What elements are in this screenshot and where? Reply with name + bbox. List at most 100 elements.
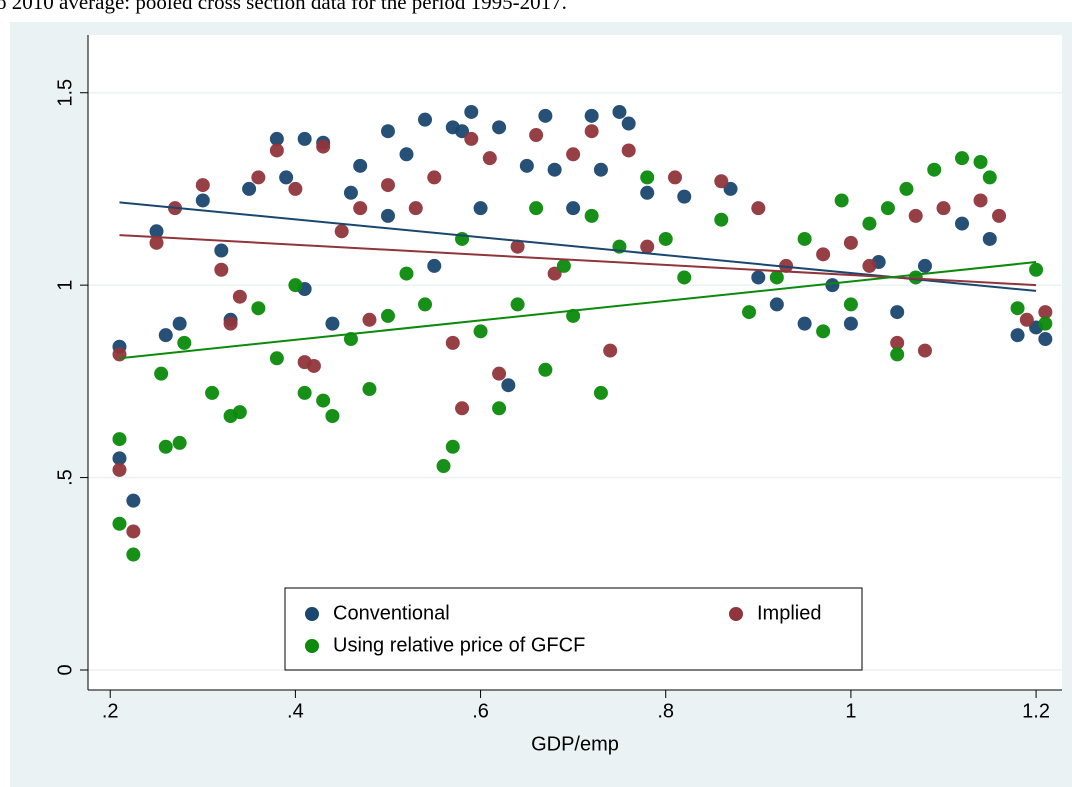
point <box>492 366 507 381</box>
point <box>834 193 849 208</box>
point <box>612 104 627 119</box>
point <box>667 170 682 185</box>
point <box>427 258 442 273</box>
point <box>158 439 173 454</box>
point <box>149 224 164 239</box>
legend-marker <box>305 607 319 621</box>
point <box>843 297 858 312</box>
x-tick-label: .6 <box>472 700 489 722</box>
point <box>418 112 433 127</box>
y-tick-label: .5 <box>54 469 76 486</box>
fit-line <box>119 261 1037 360</box>
point <box>232 405 247 420</box>
x-tick-label: .2 <box>102 700 119 722</box>
point <box>126 524 141 539</box>
point <box>205 385 220 400</box>
point <box>677 270 692 285</box>
point <box>445 439 460 454</box>
point <box>797 316 812 331</box>
point <box>177 335 192 350</box>
point <box>982 231 997 246</box>
point <box>112 347 127 362</box>
point <box>529 201 544 216</box>
point <box>316 139 331 154</box>
point <box>455 124 470 139</box>
point <box>297 131 312 146</box>
point <box>492 120 507 135</box>
point <box>297 385 312 400</box>
point <box>334 224 349 239</box>
point <box>353 201 368 216</box>
point <box>195 193 210 208</box>
point <box>1038 316 1053 331</box>
point <box>279 170 294 185</box>
point <box>603 343 618 358</box>
point <box>269 143 284 158</box>
point <box>714 174 729 189</box>
point <box>195 178 210 193</box>
point <box>862 258 877 273</box>
point <box>584 208 599 223</box>
point <box>742 305 757 320</box>
point <box>566 201 581 216</box>
point <box>473 324 488 339</box>
point <box>890 305 905 320</box>
point <box>380 308 395 323</box>
point <box>242 181 257 196</box>
point <box>380 178 395 193</box>
x-tick-label: 1.2 <box>1022 700 1050 722</box>
point <box>418 297 433 312</box>
point <box>908 208 923 223</box>
point <box>510 297 525 312</box>
y-tick-label: 1 <box>54 280 76 291</box>
point <box>501 378 516 393</box>
point <box>399 266 414 281</box>
point <box>492 401 507 416</box>
point <box>172 316 187 331</box>
point <box>482 151 497 166</box>
point <box>172 435 187 450</box>
point <box>112 432 127 447</box>
point <box>399 147 414 162</box>
point <box>538 362 553 377</box>
point <box>288 181 303 196</box>
point <box>621 116 636 131</box>
point <box>982 170 997 185</box>
x-tick-label: .8 <box>657 700 674 722</box>
legend-label: Implied <box>757 602 821 624</box>
point <box>473 201 488 216</box>
x-tick-label: .4 <box>287 700 304 722</box>
point <box>362 382 377 397</box>
point <box>593 162 608 177</box>
point <box>843 235 858 250</box>
point <box>593 385 608 400</box>
point <box>955 151 970 166</box>
legend-marker <box>305 639 319 653</box>
point <box>353 158 368 173</box>
point <box>890 347 905 362</box>
point <box>973 154 988 169</box>
point <box>816 247 831 262</box>
point <box>288 278 303 293</box>
point <box>380 124 395 139</box>
point <box>797 231 812 246</box>
point <box>547 162 562 177</box>
point <box>843 316 858 331</box>
point <box>445 335 460 350</box>
point <box>538 108 553 123</box>
point <box>436 459 451 474</box>
x-tick-label: 1 <box>845 700 856 722</box>
point <box>899 181 914 196</box>
point <box>1029 262 1044 277</box>
caption: o 2010 average: pooled cross section dat… <box>0 0 567 14</box>
point <box>584 124 599 139</box>
point <box>112 451 127 466</box>
point <box>640 239 655 254</box>
point <box>251 301 266 316</box>
point <box>992 208 1007 223</box>
point <box>714 212 729 227</box>
point <box>408 201 423 216</box>
point <box>825 278 840 293</box>
point <box>640 185 655 200</box>
